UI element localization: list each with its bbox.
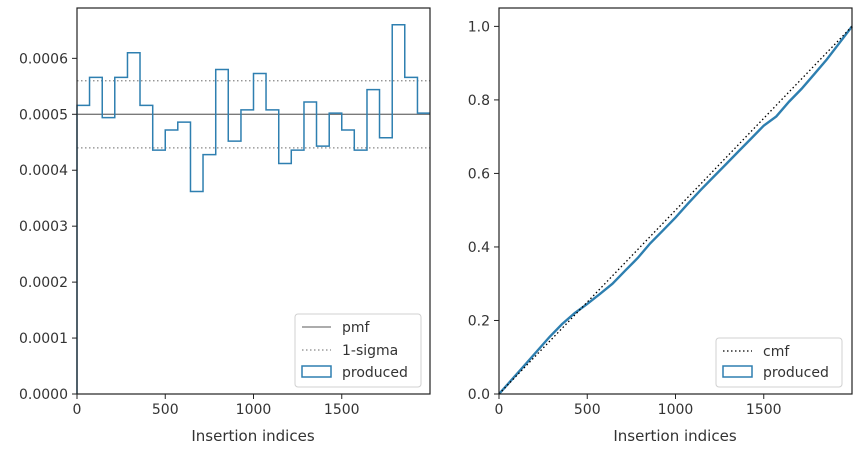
y-tick-label: 0.0001 xyxy=(19,331,68,347)
x-tick-label: 1000 xyxy=(236,402,272,418)
legend-produced-swatch-right xyxy=(722,365,753,378)
y-tick-label: 0.4 xyxy=(468,240,490,256)
x-tick-label: 0 xyxy=(495,402,504,418)
left-x-ticks: 0 500 1000 1500 xyxy=(73,394,360,418)
legend-cmf-label: cmf xyxy=(763,344,790,360)
y-tick-label: 0.0003 xyxy=(19,219,68,235)
left-x-axis-label: Insertion indices xyxy=(191,427,314,445)
y-tick-label: 0.0 xyxy=(468,387,490,403)
y-tick-label: 1.0 xyxy=(468,19,490,35)
left-y-ticks: 0.0000 0.0001 0.0002 0.0003 0.0004 0.0005 0.00… xyxy=(19,51,77,403)
legend-sigma-label: 1-sigma xyxy=(342,343,398,359)
left-panel: 0 500 1000 1500 0.00000.00010.00020.00030.0… xyxy=(19,7,431,445)
right-panel: 0 500 1000 1500 0.0 0.2 0.4 0.6 0.8 1.0 Insertio… xyxy=(468,7,853,445)
x-tick-label: 500 xyxy=(152,402,179,418)
y-tick-label: 0.0004 xyxy=(19,163,68,179)
produced-step-histogram xyxy=(76,24,430,394)
x-tick-label: 0 xyxy=(73,402,82,418)
cmf-line xyxy=(498,25,853,395)
x-tick-label: 1000 xyxy=(658,402,694,418)
right-x-ticks: 0 500 1000 1500 xyxy=(495,394,782,418)
legend-produced-label-right: produced xyxy=(763,365,829,381)
legend-pmf-label: pmf xyxy=(342,320,371,336)
legend-produced-swatch xyxy=(301,365,332,378)
x-tick-label: 1500 xyxy=(324,402,360,418)
y-tick-label: 0.0005 xyxy=(19,107,68,123)
y-tick-label: 0.8 xyxy=(468,93,490,109)
right-legend-box xyxy=(715,337,843,388)
y-tick-label: 0.0002 xyxy=(19,275,68,291)
legend-produced-label: produced xyxy=(342,365,408,381)
right-y-ticks: 0.0 0.2 0.4 0.6 0.8 1.0 xyxy=(468,19,499,403)
left-legend: pmf 1-sigma produced xyxy=(294,313,422,388)
left-plot-area xyxy=(76,24,430,394)
left-legend-box xyxy=(294,313,422,388)
x-tick-label: 1500 xyxy=(746,402,782,418)
produced-cumulative-line xyxy=(498,25,853,395)
y-tick-label: 0.2 xyxy=(468,313,490,329)
y-tick-label: 0.0006 xyxy=(19,51,68,67)
right-plot-area xyxy=(498,25,853,395)
right-legend: cmf produced xyxy=(715,337,843,388)
y-tick-label: 0.6 xyxy=(468,166,490,182)
x-tick-label: 500 xyxy=(574,402,601,418)
right-x-axis-label: Insertion indices xyxy=(613,427,736,445)
y-tick-label: 0.0000 xyxy=(19,387,68,403)
